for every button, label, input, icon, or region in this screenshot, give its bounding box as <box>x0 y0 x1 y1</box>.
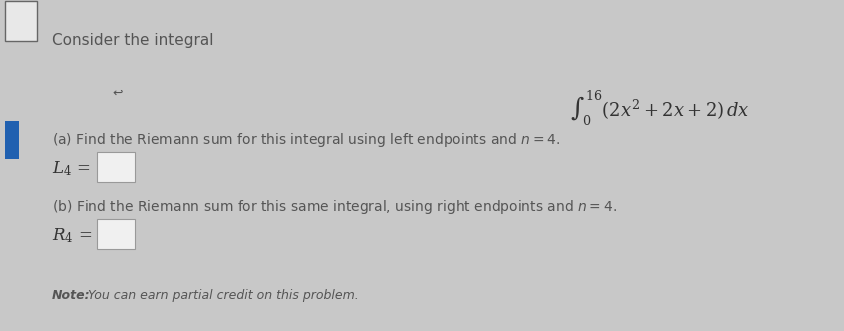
FancyBboxPatch shape <box>5 121 19 159</box>
Text: (b) Find the Riemann sum for this same integral, using right endpoints and $n = : (b) Find the Riemann sum for this same i… <box>52 198 616 216</box>
Text: $\hookleftarrow$: $\hookleftarrow$ <box>110 86 124 99</box>
Text: (a) Find the Riemann sum for this integral using left endpoints and $n = 4$.: (a) Find the Riemann sum for this integr… <box>52 131 560 149</box>
Text: $\int_0^{16} (2x^2 + 2x + 2)\, dx$: $\int_0^{16} (2x^2 + 2x + 2)\, dx$ <box>570 89 749 128</box>
Text: Note:: Note: <box>52 289 90 302</box>
FancyBboxPatch shape <box>97 219 135 249</box>
Text: Consider the integral: Consider the integral <box>52 33 214 48</box>
Text: You can earn partial credit on this problem.: You can earn partial credit on this prob… <box>84 289 359 302</box>
Text: $L_4\, =$: $L_4\, =$ <box>52 159 91 178</box>
Text: $R_4\, =$: $R_4\, =$ <box>52 226 92 245</box>
FancyBboxPatch shape <box>5 1 37 41</box>
FancyBboxPatch shape <box>97 152 135 182</box>
